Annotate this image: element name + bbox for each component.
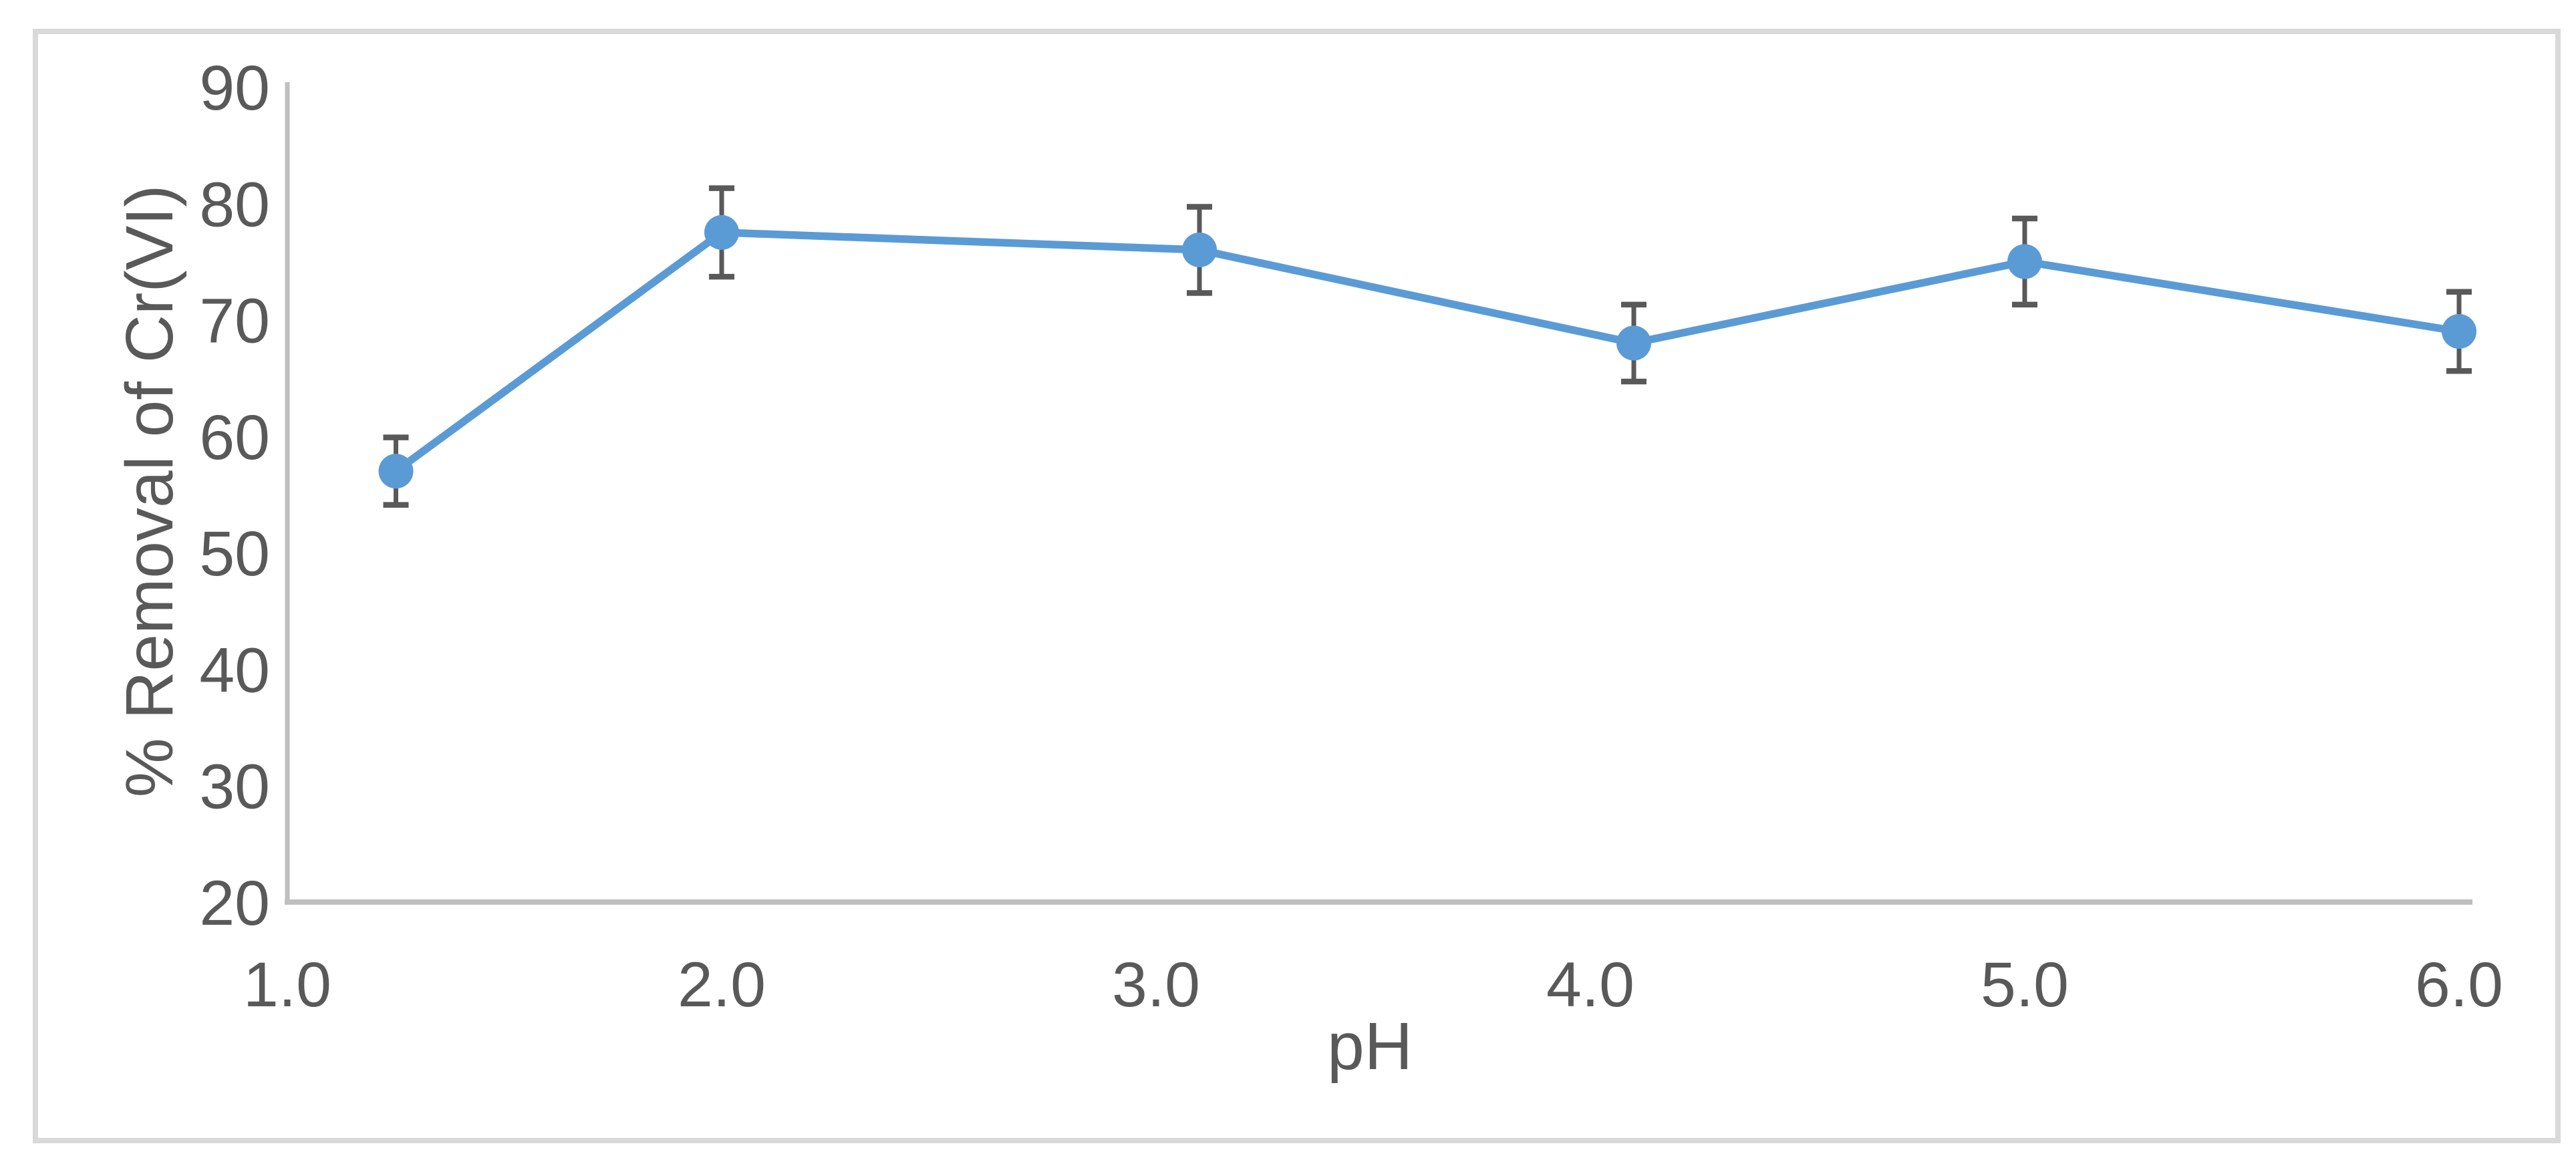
y-tick-label: 80	[199, 169, 270, 240]
x-tick-label: 1.0	[243, 949, 331, 1020]
y-tick-label: 70	[199, 286, 270, 357]
data-point-marker	[378, 454, 414, 489]
y-tick-label: 50	[199, 519, 270, 589]
error-bars	[383, 185, 2472, 508]
y-tick-label: 90	[199, 53, 270, 124]
chart-frame	[33, 29, 2561, 1143]
y-axis-title: % Removal of Cr(VI)	[112, 185, 187, 798]
data-point-marker	[2007, 244, 2042, 279]
y-axis-tick-labels: 20 30 40 50 60 70 80 90	[199, 53, 270, 939]
data-point-marker	[1616, 325, 1651, 361]
x-axis-tick-labels: 1.0 2.0 3.0 4.0 5.0 6.0	[243, 949, 2503, 1020]
y-tick-label: 40	[199, 635, 270, 706]
x-tick-label: 3.0	[1112, 949, 1200, 1020]
y-tick-label: 60	[199, 402, 270, 473]
x-tick-label: 4.0	[1546, 949, 1634, 1020]
x-tick-label: 6.0	[2415, 949, 2503, 1020]
data-point-marker	[2442, 314, 2476, 349]
x-tick-label: 2.0	[678, 949, 766, 1020]
x-tick-label: 5.0	[1981, 949, 2069, 1020]
y-tick-label: 30	[199, 752, 270, 823]
data-series	[378, 214, 2476, 489]
series-line	[392, 229, 2463, 475]
data-point-marker	[704, 214, 739, 250]
data-point-marker	[1182, 233, 1217, 267]
y-tick-label: 20	[199, 868, 270, 939]
x-axis-title: pH	[1327, 1009, 1413, 1084]
